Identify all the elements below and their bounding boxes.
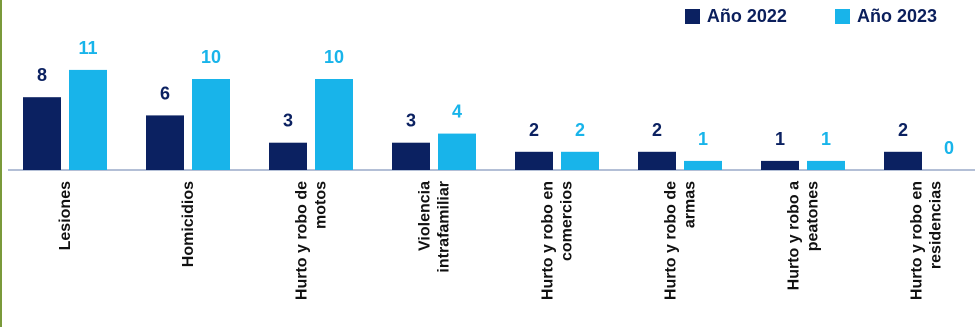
data-label-2023-5: 1 — [698, 129, 708, 149]
left-border-line — [0, 0, 2, 327]
legend-swatch-2023 — [834, 9, 850, 24]
data-label-2022-3: 3 — [406, 111, 416, 131]
bar-2022-5 — [638, 151, 676, 170]
category-label-3: Violencia intrafamiliar — [417, 181, 453, 273]
data-label-2022-7: 2 — [898, 120, 908, 140]
bar-2023-2 — [315, 79, 353, 170]
bar-2022-0 — [23, 97, 61, 170]
bar-2022-1 — [146, 115, 184, 170]
category-label-line: armas — [682, 181, 699, 228]
data-label-2023-4: 2 — [575, 120, 585, 140]
category-label-line: Homicidios — [180, 181, 197, 267]
data-label-2023-7: 0 — [944, 138, 954, 158]
category-label-1: Homicidios — [180, 181, 197, 267]
bar-2023-6 — [807, 160, 845, 170]
legend-swatch-2022 — [684, 9, 700, 24]
category-label-line: peatones — [805, 181, 822, 251]
category-label-line: Hurto y robo en — [909, 181, 926, 300]
category-label-6: Hurto y robo a peatones — [786, 181, 822, 290]
data-label-2023-3: 4 — [452, 102, 462, 122]
bar-2022-4 — [515, 151, 553, 170]
category-label-line: Violencia — [417, 181, 434, 251]
data-label-2022-4: 2 — [529, 120, 539, 140]
legend: Año 2022 Año 2023 — [684, 6, 937, 27]
data-label-2022-5: 2 — [652, 120, 662, 140]
bar-2023-0 — [69, 69, 107, 170]
data-label-2022-0: 8 — [37, 65, 47, 85]
bar-2023-4 — [561, 151, 599, 170]
data-label-2022-2: 3 — [283, 111, 293, 131]
data-label-2023-2: 10 — [324, 47, 344, 67]
bar-2022-3 — [392, 142, 430, 170]
category-label-4: Hurto y robo en comercios — [540, 181, 576, 300]
bar-2023-1 — [192, 79, 230, 170]
legend-item-2022: Año 2022 — [684, 6, 787, 27]
category-label-line: motos — [313, 181, 330, 229]
category-label-2: Hurto y robo de motos — [294, 181, 330, 300]
bar-2022-2 — [269, 142, 307, 170]
data-label-2023-6: 1 — [821, 129, 831, 149]
category-label-line: comercios — [559, 181, 576, 261]
category-label-line: Hurto y robo de — [663, 181, 680, 300]
category-label-line: Hurto y robo de — [294, 181, 311, 300]
data-label-2023-1: 10 — [201, 47, 221, 67]
category-label-line: Lesiones — [57, 181, 74, 250]
legend-label-2022: Año 2022 — [706, 6, 787, 26]
bar-2022-6 — [761, 160, 799, 170]
bar-2022-7 — [884, 151, 922, 170]
category-label-5: Hurto y robo de armas — [663, 181, 699, 300]
category-label-line: residencias — [928, 181, 945, 269]
category-label-line: intrafamiliar — [436, 181, 453, 273]
category-label-7: Hurto y robo en residencias — [909, 181, 945, 300]
bar-2023-3 — [438, 133, 476, 170]
category-label-line: Hurto y robo a — [786, 181, 803, 290]
data-label-2022-6: 1 — [775, 129, 785, 149]
category-label-0: Lesiones — [57, 181, 74, 250]
data-label-2023-0: 11 — [78, 38, 97, 58]
category-label-line: Hurto y robo en — [540, 181, 557, 300]
bar-2023-5 — [684, 160, 722, 170]
legend-item-2023: Año 2023 — [834, 6, 937, 27]
data-label-2022-1: 6 — [160, 83, 170, 103]
legend-label-2023: Año 2023 — [856, 6, 937, 26]
